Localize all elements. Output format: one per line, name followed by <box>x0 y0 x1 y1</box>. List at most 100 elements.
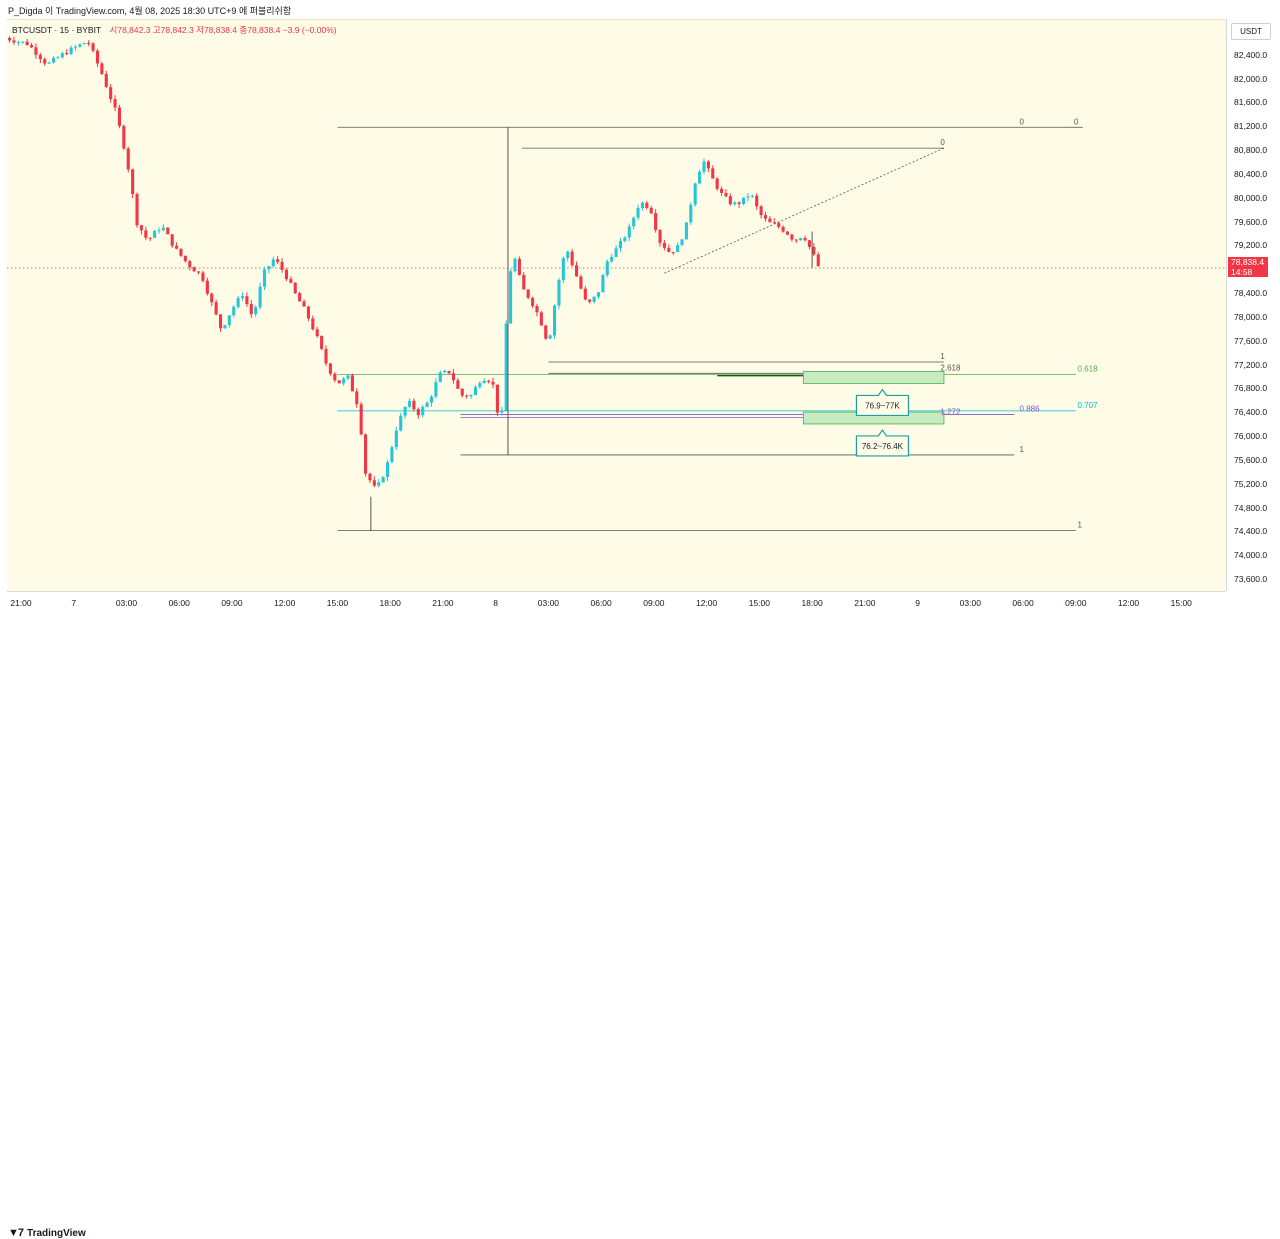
candle-body[interactable] <box>232 306 236 316</box>
candle-body[interactable] <box>122 125 126 149</box>
candle-body[interactable] <box>153 230 157 238</box>
candle-body[interactable] <box>51 57 56 63</box>
candle-body[interactable] <box>346 375 350 379</box>
candle-body[interactable] <box>799 238 803 241</box>
candle-body[interactable] <box>337 380 341 384</box>
candle-body[interactable] <box>394 430 398 448</box>
candle-body[interactable] <box>579 276 583 289</box>
candle-body[interactable] <box>610 256 614 262</box>
candle-body[interactable] <box>658 230 662 243</box>
candle-body[interactable] <box>645 202 649 208</box>
candle-body[interactable] <box>30 45 34 48</box>
candle-body[interactable] <box>434 382 438 397</box>
candle-body[interactable] <box>188 261 192 268</box>
candle-body[interactable] <box>25 41 29 46</box>
candle-body[interactable] <box>671 251 675 253</box>
candle-body[interactable] <box>8 37 12 41</box>
candle-body[interactable] <box>12 40 16 43</box>
candle-body[interactable] <box>803 238 807 241</box>
candle-body[interactable] <box>711 168 715 179</box>
candle-body[interactable] <box>139 225 143 231</box>
candle-body[interactable] <box>649 207 653 214</box>
candle-body[interactable] <box>561 258 565 281</box>
candle-body[interactable] <box>790 234 794 240</box>
candle-body[interactable] <box>755 195 759 207</box>
candle-body[interactable] <box>183 255 187 262</box>
candle-body[interactable] <box>38 54 42 60</box>
candle-body[interactable] <box>267 266 271 270</box>
support-zone[interactable] <box>802 371 945 384</box>
candle-body[interactable] <box>254 307 258 315</box>
candle-body[interactable] <box>627 226 631 238</box>
candle-body[interactable] <box>60 53 64 58</box>
candle-body[interactable] <box>684 222 688 240</box>
candle-body[interactable] <box>328 363 332 374</box>
candle-body[interactable] <box>746 196 750 198</box>
candle-body[interactable] <box>583 288 587 300</box>
zone-callout[interactable] <box>855 388 910 417</box>
candle-body[interactable] <box>447 370 451 374</box>
candle-body[interactable] <box>47 62 51 64</box>
candle-body[interactable] <box>451 373 456 381</box>
candle-body[interactable] <box>676 245 680 252</box>
candle-body[interactable] <box>126 148 130 170</box>
candle-body[interactable] <box>693 183 697 205</box>
candle-body[interactable] <box>553 305 557 336</box>
candle-body[interactable] <box>781 226 785 232</box>
candle-body[interactable] <box>258 286 262 308</box>
candle-body[interactable] <box>56 57 60 59</box>
candle-body[interactable] <box>368 473 372 481</box>
candle-body[interactable] <box>539 312 543 326</box>
candle-body[interactable] <box>623 237 627 241</box>
candle-body[interactable] <box>522 274 526 290</box>
candle-body[interactable] <box>135 194 139 226</box>
candle-body[interactable] <box>570 251 574 266</box>
candle-body[interactable] <box>636 207 640 218</box>
currency-selector[interactable]: USDT <box>1231 23 1271 40</box>
candle-body[interactable] <box>812 246 816 255</box>
candle-body[interactable] <box>311 318 315 330</box>
candle-body[interactable] <box>192 267 196 272</box>
candle-body[interactable] <box>320 336 324 349</box>
price-axis[interactable] <box>1226 19 1280 591</box>
candle-body[interactable] <box>412 400 416 410</box>
candle-body[interactable] <box>390 447 394 463</box>
candle-body[interactable] <box>236 298 240 307</box>
candle-body[interactable] <box>689 204 693 223</box>
candle-body[interactable] <box>724 192 728 197</box>
candle-body[interactable] <box>214 302 218 315</box>
chart-canvas[interactable]: 76.9~77K 76.2~76.4K 0 0 0 1 2.618 0.618 0.707 0.… <box>7 20 1226 592</box>
candle-body[interactable] <box>218 314 223 329</box>
candle-body[interactable] <box>588 299 592 302</box>
candle-body[interactable] <box>733 202 737 205</box>
candle-body[interactable] <box>548 335 552 339</box>
candle-body[interactable] <box>355 391 359 405</box>
candle-body[interactable] <box>372 480 376 486</box>
candle-body[interactable] <box>381 477 385 483</box>
chart-area[interactable]: 76.9~77K 76.2~76.4K 0 0 0 1 2.618 0.618 0.707 0.… <box>7 19 1226 592</box>
candle-body[interactable] <box>513 258 517 272</box>
candle-body[interactable] <box>421 406 425 416</box>
candle-body[interactable] <box>227 315 231 326</box>
candle-body[interactable] <box>359 404 363 435</box>
candle-body[interactable] <box>73 46 78 48</box>
candle-body[interactable] <box>87 42 91 44</box>
candle-body[interactable] <box>131 169 135 195</box>
candle-body[interactable] <box>91 43 95 51</box>
candle-body[interactable] <box>157 230 161 232</box>
candle-body[interactable] <box>517 258 521 275</box>
candle-body[interactable] <box>715 178 719 189</box>
candle-body[interactable] <box>34 47 38 55</box>
candle-body[interactable] <box>223 325 227 329</box>
candle-body[interactable] <box>377 482 381 486</box>
trendline[interactable] <box>664 147 945 274</box>
candle-body[interactable] <box>210 293 214 303</box>
candle-body[interactable] <box>65 53 69 55</box>
candle-body[interactable] <box>416 409 420 416</box>
candle-body[interactable] <box>772 222 776 224</box>
candle-body[interactable] <box>654 213 658 231</box>
candle-body[interactable] <box>504 323 508 411</box>
candle-body[interactable] <box>201 272 205 281</box>
candle-body[interactable] <box>333 373 337 381</box>
candle-body[interactable] <box>702 161 706 172</box>
